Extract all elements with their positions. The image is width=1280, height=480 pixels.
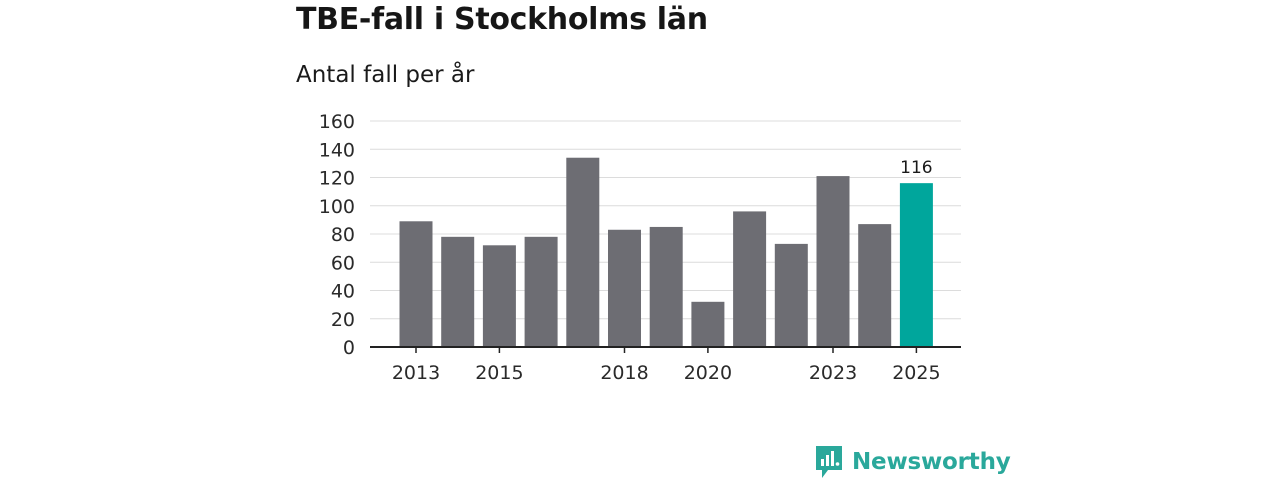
bar-2019: [649, 226, 683, 347]
bar-2018: [608, 229, 641, 347]
y-tick-label: 0: [343, 337, 355, 359]
bar-2013: [399, 221, 433, 347]
y-tick-label: 40: [331, 281, 355, 303]
y-tick-label: 20: [331, 309, 355, 331]
x-tick-label: 2023: [809, 362, 857, 384]
chart-subtitle: Antal fall per år: [296, 62, 475, 88]
x-tick-label: 2018: [600, 362, 648, 384]
x-tick-label: 2025: [892, 362, 940, 384]
bar-2021: [733, 211, 767, 347]
y-tick-label: 120: [319, 168, 355, 190]
brand-name: Newsworthy: [852, 449, 1011, 475]
y-tick-label: 160: [319, 111, 355, 133]
x-tick-label: 2020: [684, 362, 732, 384]
brand-logo: Newsworthy: [814, 444, 1011, 480]
bar-2024: [858, 224, 892, 347]
x-tick-label: 2015: [475, 362, 523, 384]
newsworthy-logo-icon: [816, 446, 842, 478]
chart-title: TBE-fall i Stockholms län: [296, 2, 708, 37]
bar-2016: [524, 236, 558, 347]
y-tick-label: 80: [331, 224, 355, 246]
y-tick-label: 140: [319, 139, 355, 161]
y-tick-label: 60: [331, 252, 355, 274]
bar-2020: [691, 301, 725, 347]
bar-2023: [816, 176, 850, 347]
x-tick-label: 2013: [392, 362, 440, 384]
data-label-2025: 116: [900, 158, 932, 178]
bar-2025: [899, 183, 933, 347]
bar-2017: [566, 157, 600, 347]
bar-2015: [482, 245, 516, 347]
bar-2014: [441, 236, 475, 347]
bar-2022: [774, 243, 808, 347]
y-tick-label: 100: [319, 196, 355, 218]
